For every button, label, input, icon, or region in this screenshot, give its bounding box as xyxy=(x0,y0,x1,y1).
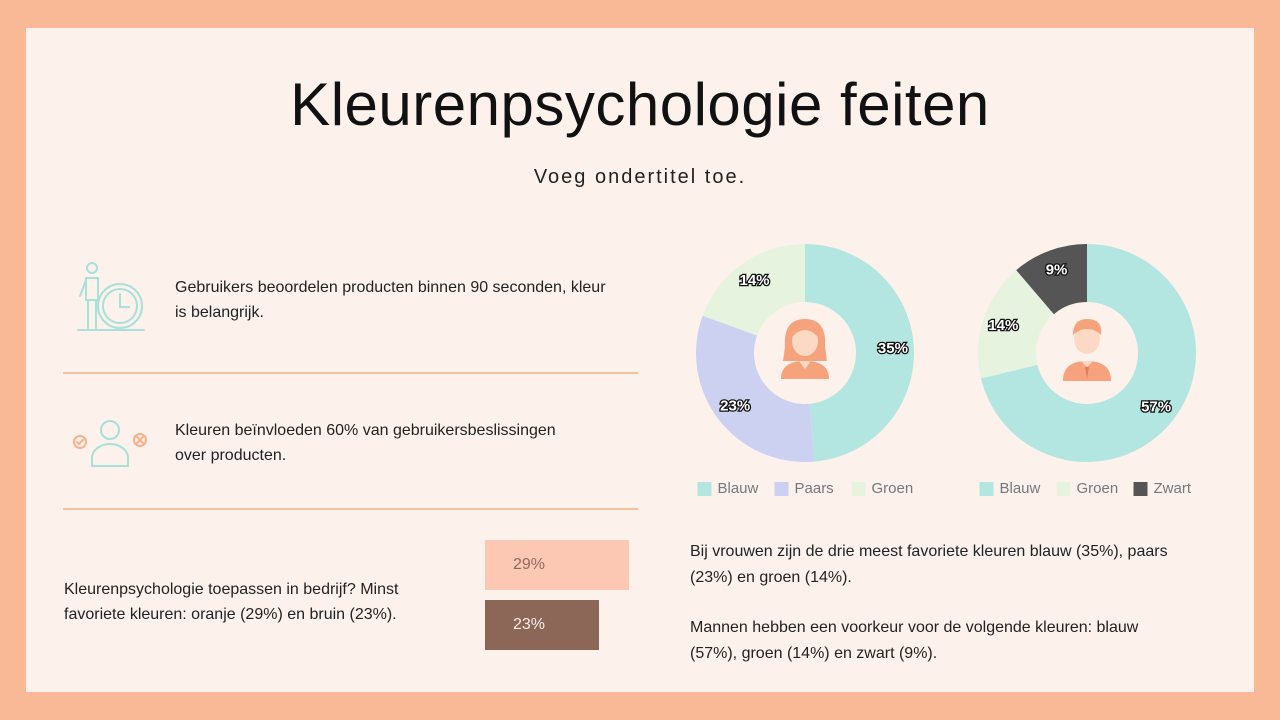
man-avatar-icon xyxy=(1059,317,1115,386)
donut-slice-groen xyxy=(978,270,1054,379)
legend-swatch-paars xyxy=(774,482,789,496)
slice-label-zwart: 9% xyxy=(1046,261,1068,278)
donut-slice-groen xyxy=(702,244,805,336)
page-subtitle: Voeg ondertitel toe. xyxy=(533,166,747,188)
bar-orange-label: 29% xyxy=(513,556,546,573)
slice-label-groen: 14% xyxy=(740,272,770,289)
legend-label-groen: Groen xyxy=(1077,480,1119,497)
men-line1: Mannen hebben een voorkeur voor de volge… xyxy=(690,619,1139,636)
divider-2 xyxy=(63,508,638,510)
legend-swatch-blauw xyxy=(697,482,712,496)
donut-slice-blauw xyxy=(805,244,914,462)
page-title: Kleurenpsychologie feiten xyxy=(290,71,990,138)
women-preference-text: Bij vrouwen zijn de drie meest favoriete… xyxy=(690,539,1230,591)
person-choice-icon xyxy=(70,418,150,473)
donut-chart-men: 57% 14% 9% Blauw Groen Zwart xyxy=(978,244,1196,497)
fact-3: Kleurenpsychologie toepassen in bedrijf?… xyxy=(64,577,484,627)
legend-label-paars: Paars xyxy=(795,480,834,497)
women-line1: Bij vrouwen zijn de drie meest favoriete… xyxy=(690,543,1168,560)
woman-avatar-icon xyxy=(777,317,833,384)
slice-label-paars: 23% xyxy=(720,398,750,415)
legend-swatch-zwart xyxy=(1133,482,1148,496)
legend-label-blauw: Blauw xyxy=(718,480,759,497)
legend-label-zwart: Zwart xyxy=(1154,480,1192,497)
fact-2: Kleuren beïnvloeden 60% van gebruikersbe… xyxy=(175,418,635,468)
fact-1-line2: is belangrijk. xyxy=(175,304,264,321)
slice-label-blauw: 57% xyxy=(1141,398,1171,415)
donut-slice-blauw xyxy=(981,244,1196,462)
legend-swatch-blauw xyxy=(979,482,994,496)
fact-3-line1: Kleurenpsychologie toepassen in bedrijf?… xyxy=(64,581,399,598)
donut-slice-paars xyxy=(696,315,815,462)
fact-2-line1: Kleuren beïnvloeden 60% van gebruikersbe… xyxy=(175,422,556,439)
slice-label-groen: 14% xyxy=(988,317,1018,334)
donut-slice-zwart xyxy=(1016,244,1087,315)
legend-label-groen: Groen xyxy=(872,480,914,497)
legend-swatch-groen xyxy=(1056,482,1071,496)
slide xyxy=(26,28,1254,692)
slice-label-blauw: 35% xyxy=(878,340,908,357)
men-preference-text: Mannen hebben een voorkeur voor de volge… xyxy=(690,615,1230,667)
bar-brown: 23% xyxy=(485,600,600,650)
fact-1: Gebruikers beoordelen producten binnen 9… xyxy=(175,275,645,325)
legend-swatch-groen xyxy=(851,482,866,496)
women-line2: (23%) en groen (14%). xyxy=(690,569,852,586)
divider-1 xyxy=(63,372,638,374)
person-clock-icon xyxy=(72,260,148,341)
fact-3-line2: favoriete kleuren: oranje (29%) en bruin… xyxy=(64,606,397,623)
men-line2: (57%), groen (14%) en zwart (9%). xyxy=(690,645,938,662)
donut-chart-women: 35% 23% 14% Blauw Paars Groen xyxy=(696,244,914,497)
fact-2-line2: over producten. xyxy=(175,447,287,464)
bar-orange: 29% xyxy=(485,540,629,590)
fact-1-line1: Gebruikers beoordelen producten binnen 9… xyxy=(175,279,606,296)
bar-brown-label: 23% xyxy=(513,616,546,633)
legend-label-blauw: Blauw xyxy=(1000,480,1041,497)
